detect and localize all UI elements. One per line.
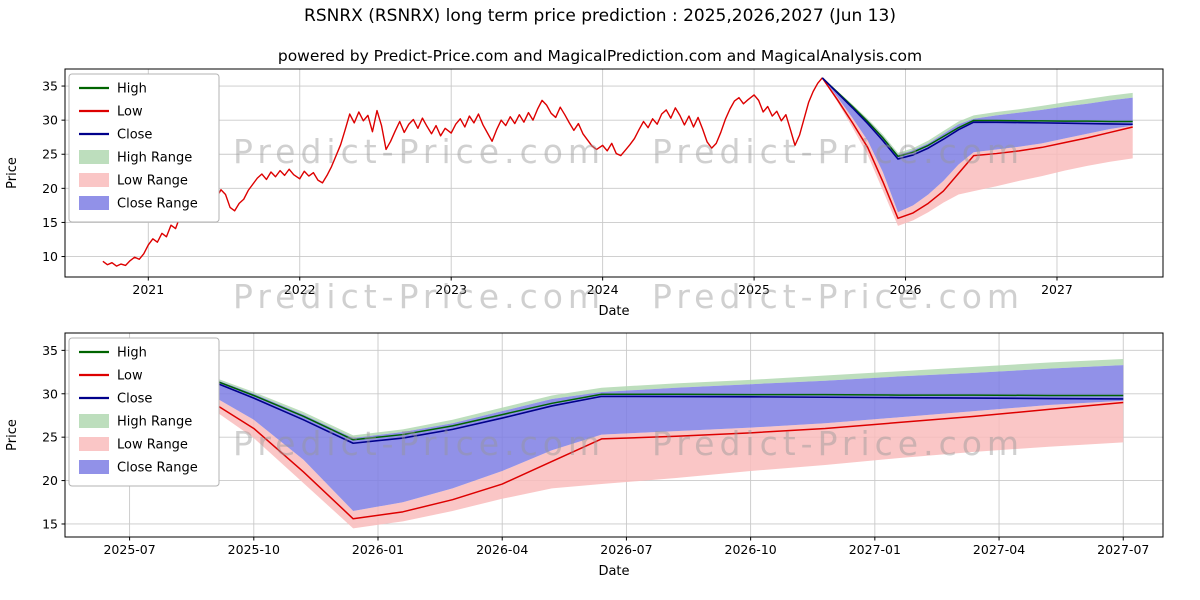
y-tick-label: 10 (42, 249, 58, 264)
y-tick-label: 25 (42, 430, 58, 445)
legend-label: Low Range (117, 174, 188, 189)
low-range-band (822, 77, 1133, 226)
legend-label: Close (117, 128, 152, 143)
y-tick-label: 25 (42, 147, 58, 162)
plot-border (64, 68, 1164, 278)
legend-swatch-low-range (79, 173, 109, 187)
y-axis-label: Price (5, 419, 20, 451)
x-tick-label: 2025-07 (103, 542, 155, 557)
low-line (821, 77, 1133, 220)
high-line (104, 339, 1124, 441)
legend-swatch-high-range (79, 414, 109, 428)
low-line (104, 339, 1124, 520)
close-range-band (104, 339, 1124, 511)
x-tick-label: 2026-04 (476, 542, 528, 557)
y-tick-label: 15 (42, 215, 58, 230)
y-tick-label: 20 (42, 181, 58, 196)
legend-swatch-close-range (79, 460, 109, 474)
y-tick-label: 15 (42, 516, 58, 531)
x-tick-label: 2026-01 (352, 542, 404, 557)
x-tick-label: 2026-07 (600, 542, 652, 557)
prediction-zoom-chart-svg: 2025-07 2025-10 2026-01 2026-04 2026-07 2026-… (5, 332, 1164, 579)
legend-label: Close Range (117, 461, 198, 476)
y-tick-label: 30 (42, 113, 58, 128)
legend-label: High Range (117, 151, 192, 166)
legend-label: Low (117, 105, 143, 120)
low-range-band (104, 339, 1124, 529)
close-range-band (822, 77, 1133, 213)
x-tick-label: 2027 (1041, 282, 1073, 297)
y-tick-label: 30 (42, 386, 58, 401)
legend-swatch-high-range (79, 150, 109, 164)
historical-price-line (102, 77, 823, 267)
high-range-band (822, 77, 1133, 155)
close-line (821, 77, 1133, 160)
y-tick-label: 35 (42, 343, 58, 358)
x-tick-label: 2023 (435, 282, 467, 297)
top-price-chart: 2021 2022 2023 2024 2025 2026 2027 10 15 20 25 30 35… (0, 55, 1200, 320)
full-history-chart-svg: 2021 2022 2023 2024 2025 2026 2027101520253035… (5, 68, 1164, 319)
axis-tick-labels: 2025-07 2025-10 2026-01 2026-04 2026-07 2026-… (42, 343, 1149, 557)
y-axis-label: Price (5, 157, 20, 189)
x-tick-label: 2025 (738, 282, 770, 297)
page-title: RSNRX (RSNRX) long term price prediction… (304, 6, 896, 26)
powered-by-subtitle: powered by Predict-Price.com and Magical… (277, 47, 923, 65)
bottom-prediction-chart: 2025-07 2025-10 2026-01 2026-04 2026-07 2026-… (0, 320, 1200, 590)
y-tick-label: 35 (42, 79, 58, 94)
high-line (821, 77, 1133, 158)
legend-label: Close Range (117, 197, 198, 212)
x-tick-label: 2027-07 (1097, 542, 1149, 557)
x-tick-label: 2021 (132, 282, 164, 297)
legend-label: High (117, 346, 147, 361)
plot-border (64, 332, 1164, 538)
legend-swatch-low-range (79, 437, 109, 451)
legend-label: High (117, 82, 147, 97)
legend-label: Low Range (117, 438, 188, 453)
x-axis-label: Date (598, 564, 629, 579)
x-tick-label: 2027-01 (849, 542, 901, 557)
x-tick-label: 2026 (890, 282, 922, 297)
x-tick-label: 2024 (587, 282, 619, 297)
x-tick-label: 2027-04 (973, 542, 1025, 557)
legend-label: High Range (117, 415, 192, 430)
legend-label: Low (117, 369, 143, 384)
legend-swatch-close-range (79, 196, 109, 210)
y-tick-label: 20 (42, 473, 58, 488)
x-tick-label: 2026-10 (725, 542, 777, 557)
x-tick-label: 2025-10 (228, 542, 280, 557)
close-line (104, 339, 1124, 445)
legend-label: Close (117, 392, 152, 407)
x-tick-label: 2022 (284, 282, 316, 297)
high-range-band (104, 339, 1124, 439)
legend: High Low Close High Range Low Range Close Ran… (68, 337, 220, 487)
legend: High Low Close High Range Low Range Close Ran… (68, 73, 220, 223)
x-axis-label: Date (598, 304, 629, 319)
